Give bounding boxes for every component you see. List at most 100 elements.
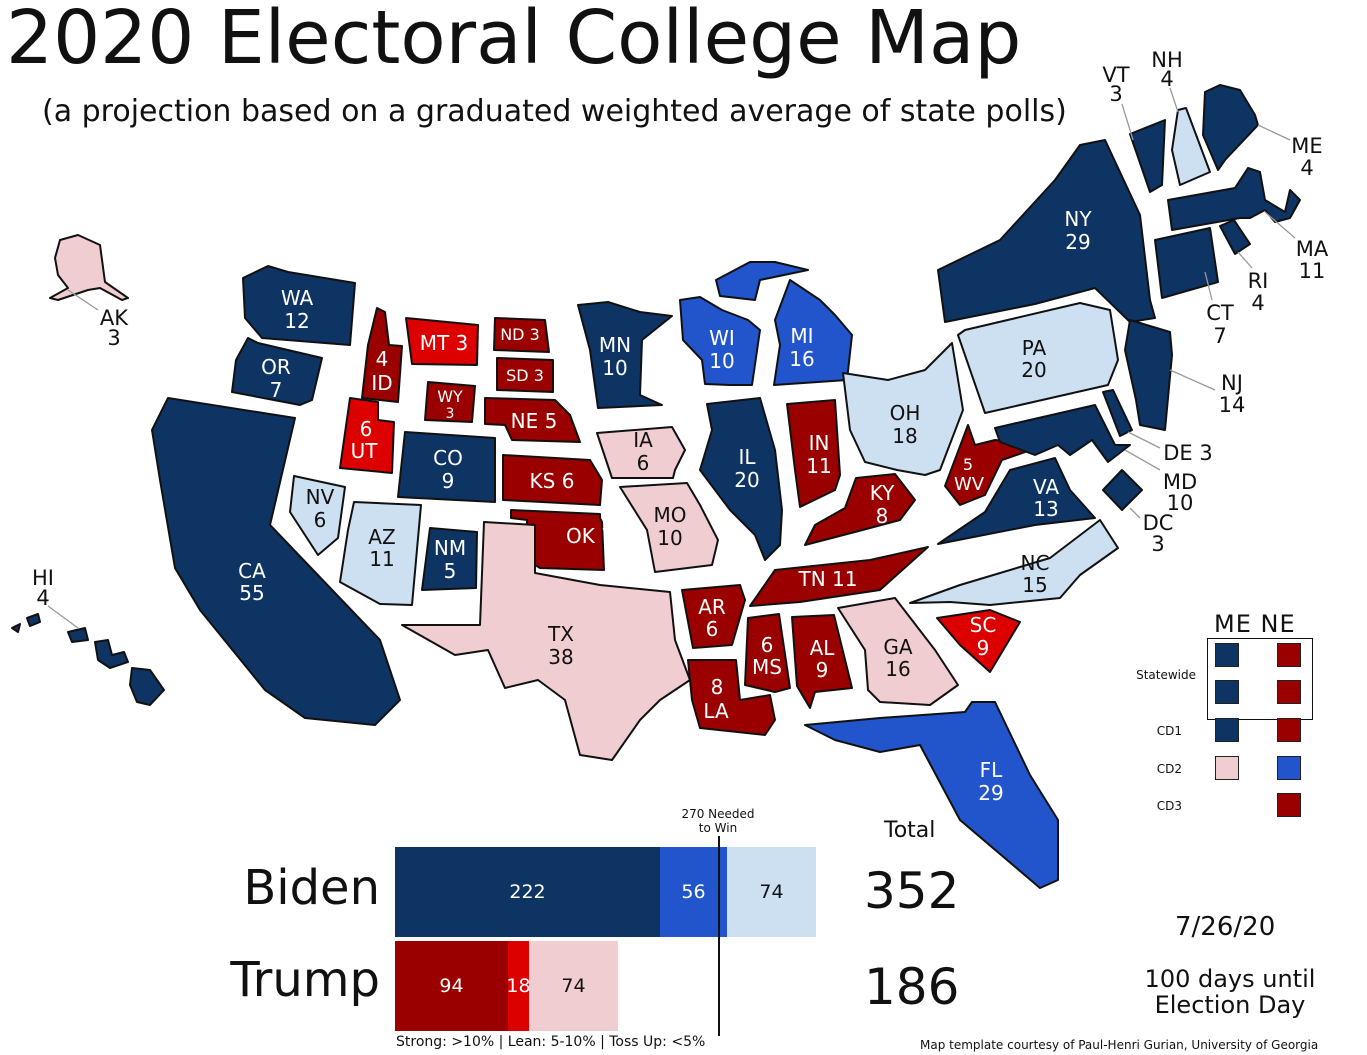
state-de[interactable] <box>1102 389 1133 437</box>
state-ga[interactable]: GA 16 <box>837 597 959 706</box>
state-ny[interactable]: NY 29 <box>937 139 1156 323</box>
state-la[interactable]: 8 LA <box>687 659 776 736</box>
state-fl[interactable]: FL 29 <box>804 701 1059 889</box>
svg-text:8: 8 <box>876 504 889 528</box>
state-mt[interactable]: MT 3 <box>405 317 479 366</box>
state-nc[interactable]: NC 15 <box>909 519 1119 606</box>
svg-text:20: 20 <box>734 468 759 492</box>
state-nd[interactable]: ND 3 <box>493 317 550 353</box>
state-ma[interactable] <box>1167 167 1301 231</box>
svg-text:OR: OR <box>261 355 291 379</box>
svg-text:NC: NC <box>1021 551 1050 575</box>
svg-text:KY: KY <box>870 481 895 505</box>
svg-text:3: 3 <box>1151 532 1164 556</box>
state-tn[interactable]: TN 11 <box>749 546 929 607</box>
svg-text:TX: TX <box>547 622 574 646</box>
state-ia[interactable]: IA 6 <box>596 426 686 479</box>
legend-statewide-label: Statewide <box>1136 668 1196 682</box>
state-va[interactable]: VA 13 <box>937 457 1096 545</box>
state-ne[interactable]: NE 5 <box>484 397 581 443</box>
svg-text:10: 10 <box>1167 491 1194 515</box>
svg-text:HI: HI <box>32 566 54 590</box>
state-nv[interactable]: NV 6 <box>289 475 346 556</box>
state-dc[interactable] <box>1102 469 1143 511</box>
state-il[interactable]: IL 20 <box>699 397 783 561</box>
state-co[interactable]: CO 9 <box>397 431 496 503</box>
legend-cd2-label: CD2 <box>1156 762 1182 776</box>
state-ca[interactable]: CA 55 <box>151 397 401 726</box>
svg-text:PA: PA <box>1022 336 1047 360</box>
state-nj[interactable] <box>1124 319 1173 431</box>
state-ms[interactable]: 6 MS <box>744 613 791 693</box>
state-nh[interactable] <box>1171 107 1211 186</box>
state-ar[interactable]: AR 6 <box>681 584 746 649</box>
biden-total: 352 <box>864 862 960 920</box>
svg-text:29: 29 <box>978 781 1003 805</box>
state-or[interactable]: OR 7 <box>231 337 323 406</box>
state-az[interactable]: AZ 11 <box>339 501 422 606</box>
label-ma: MA 11 <box>1296 237 1329 283</box>
state-tx[interactable]: TX 38 <box>401 521 691 761</box>
svg-text:DE 3: DE 3 <box>1163 441 1213 465</box>
state-nm[interactable]: NM 5 <box>421 527 478 591</box>
legend-ne-statewide-1 <box>1277 643 1301 667</box>
threshold-label: 270 Needed to Win <box>681 807 755 835</box>
state-mo[interactable]: MO 10 <box>619 482 719 573</box>
svg-text:ME: ME <box>1291 134 1322 158</box>
state-sc[interactable]: SC 9 <box>936 609 1021 673</box>
svg-text:16: 16 <box>885 657 910 681</box>
state-wv[interactable]: 5 WV <box>944 424 1026 506</box>
state-wa[interactable]: WA 12 <box>242 265 356 346</box>
map-date: 7/26/20 <box>1175 912 1276 942</box>
state-ct[interactable] <box>1154 227 1219 299</box>
svg-text:NH: NH <box>1151 48 1183 72</box>
svg-text:4: 4 <box>1251 291 1264 315</box>
state-wy[interactable]: WY 3 <box>424 381 476 423</box>
state-sd[interactable]: SD 3 <box>496 357 554 393</box>
svg-text:WV: WV <box>954 474 985 495</box>
rating-scale-legend: Strong: >10% | Lean: 5-10% | Toss Up: <5… <box>396 1034 706 1050</box>
state-al[interactable]: AL 9 <box>791 614 853 709</box>
state-ks[interactable]: KS 6 <box>502 454 603 506</box>
state-ky[interactable]: KY 8 <box>804 473 916 546</box>
svg-text:12: 12 <box>284 309 309 333</box>
state-pa[interactable]: PA 20 <box>957 302 1119 414</box>
svg-text:13: 13 <box>1033 497 1058 521</box>
svg-text:KS 6: KS 6 <box>530 469 575 493</box>
label-md: MD 10 <box>1163 470 1197 515</box>
state-ut[interactable]: 6 UT <box>339 397 395 474</box>
svg-text:IL: IL <box>738 445 756 469</box>
state-id[interactable]: 4 ID <box>361 307 403 403</box>
svg-text:15: 15 <box>1022 573 1047 597</box>
state-hi[interactable] <box>11 613 165 706</box>
svg-text:3: 3 <box>107 326 120 350</box>
svg-text:16: 16 <box>789 347 814 371</box>
svg-text:ID: ID <box>371 371 392 395</box>
state-me[interactable] <box>1202 84 1259 171</box>
svg-text:7: 7 <box>270 378 283 402</box>
state-in[interactable]: IN 11 <box>786 399 841 508</box>
state-vt[interactable] <box>1129 119 1166 193</box>
state-wi[interactable]: WI 10 <box>679 296 761 386</box>
state-ak[interactable] <box>49 234 129 301</box>
svg-text:6: 6 <box>360 417 373 441</box>
legend-me-statewide-2 <box>1215 680 1239 704</box>
label-ri: RI 4 <box>1248 269 1269 315</box>
svg-text:IN: IN <box>809 431 830 455</box>
svg-text:ND 3: ND 3 <box>500 325 540 344</box>
svg-text:RI: RI <box>1248 269 1269 293</box>
statewide-box <box>1207 638 1313 720</box>
trump-bar: 94 18 74 <box>395 941 618 1031</box>
state-oh[interactable]: OH 18 <box>842 342 964 476</box>
svg-text:NM: NM <box>434 536 466 560</box>
state-mi[interactable]: MI 16 <box>715 261 853 386</box>
state-ri[interactable] <box>1219 219 1251 255</box>
page-title: 2020 Electoral College Map <box>6 0 1022 81</box>
svg-text:MI: MI <box>790 324 813 348</box>
total-header: Total <box>884 818 936 843</box>
state-mn[interactable]: MN 10 <box>577 301 673 409</box>
label-nj: NJ 14 <box>1219 371 1246 417</box>
state-md[interactable] <box>994 404 1131 463</box>
biden-tossup-segment: 74 <box>727 847 816 937</box>
legend-cd3-label: CD3 <box>1156 799 1182 813</box>
